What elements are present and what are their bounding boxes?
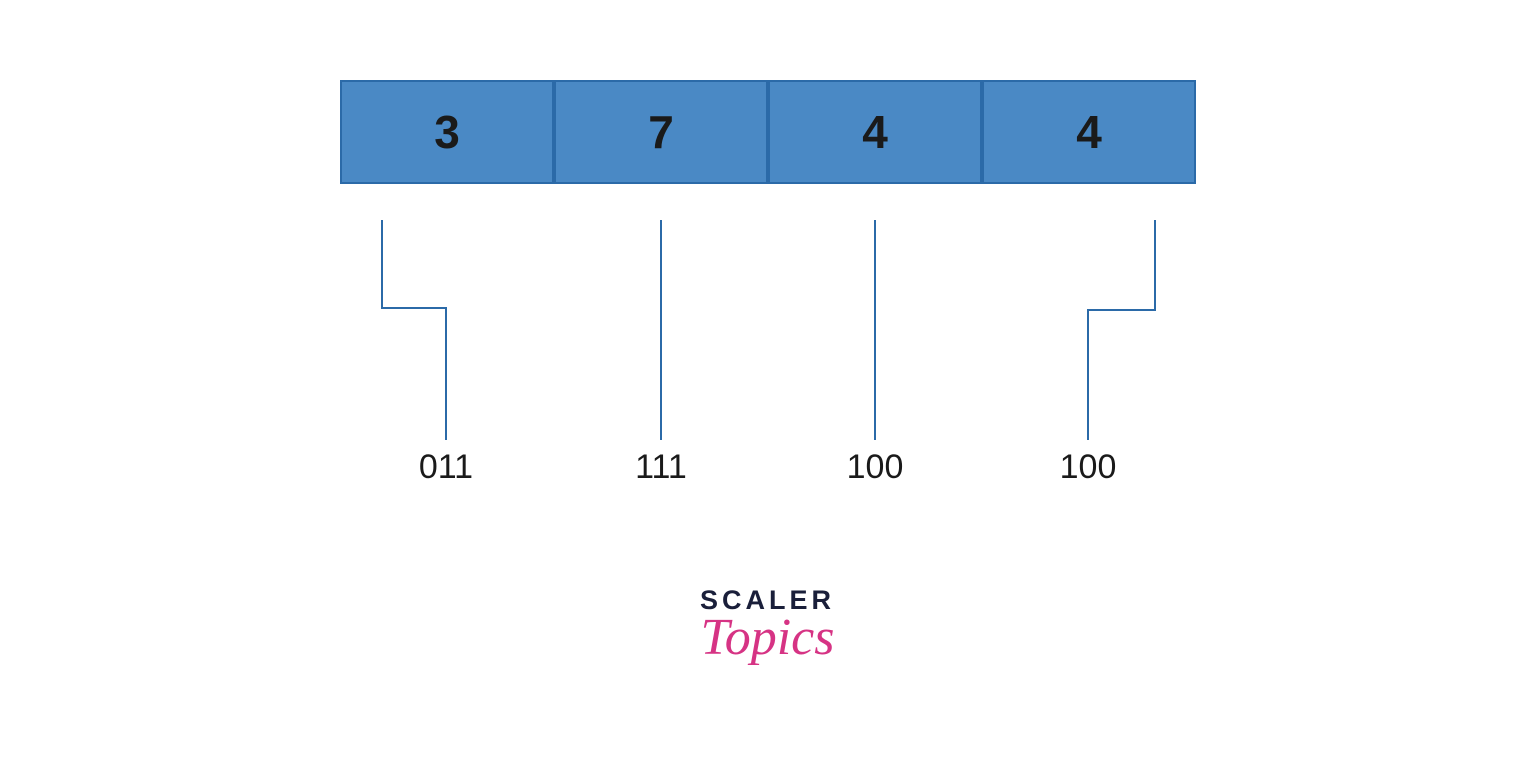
binary-label: 011 bbox=[419, 448, 473, 487]
binary-label: 100 bbox=[1060, 448, 1117, 487]
array-container: 3744 bbox=[340, 80, 1196, 184]
connector-line bbox=[1088, 220, 1155, 440]
array-cell: 3 bbox=[340, 80, 554, 184]
array-cell: 7 bbox=[554, 80, 768, 184]
logo: SCALER Topics bbox=[700, 585, 835, 667]
array-cell: 4 bbox=[982, 80, 1196, 184]
connector-line bbox=[382, 220, 446, 440]
binary-label: 111 bbox=[635, 448, 687, 487]
logo-bottom-text: Topics bbox=[700, 608, 835, 667]
array-cell: 4 bbox=[768, 80, 982, 184]
binary-label: 100 bbox=[847, 448, 904, 487]
